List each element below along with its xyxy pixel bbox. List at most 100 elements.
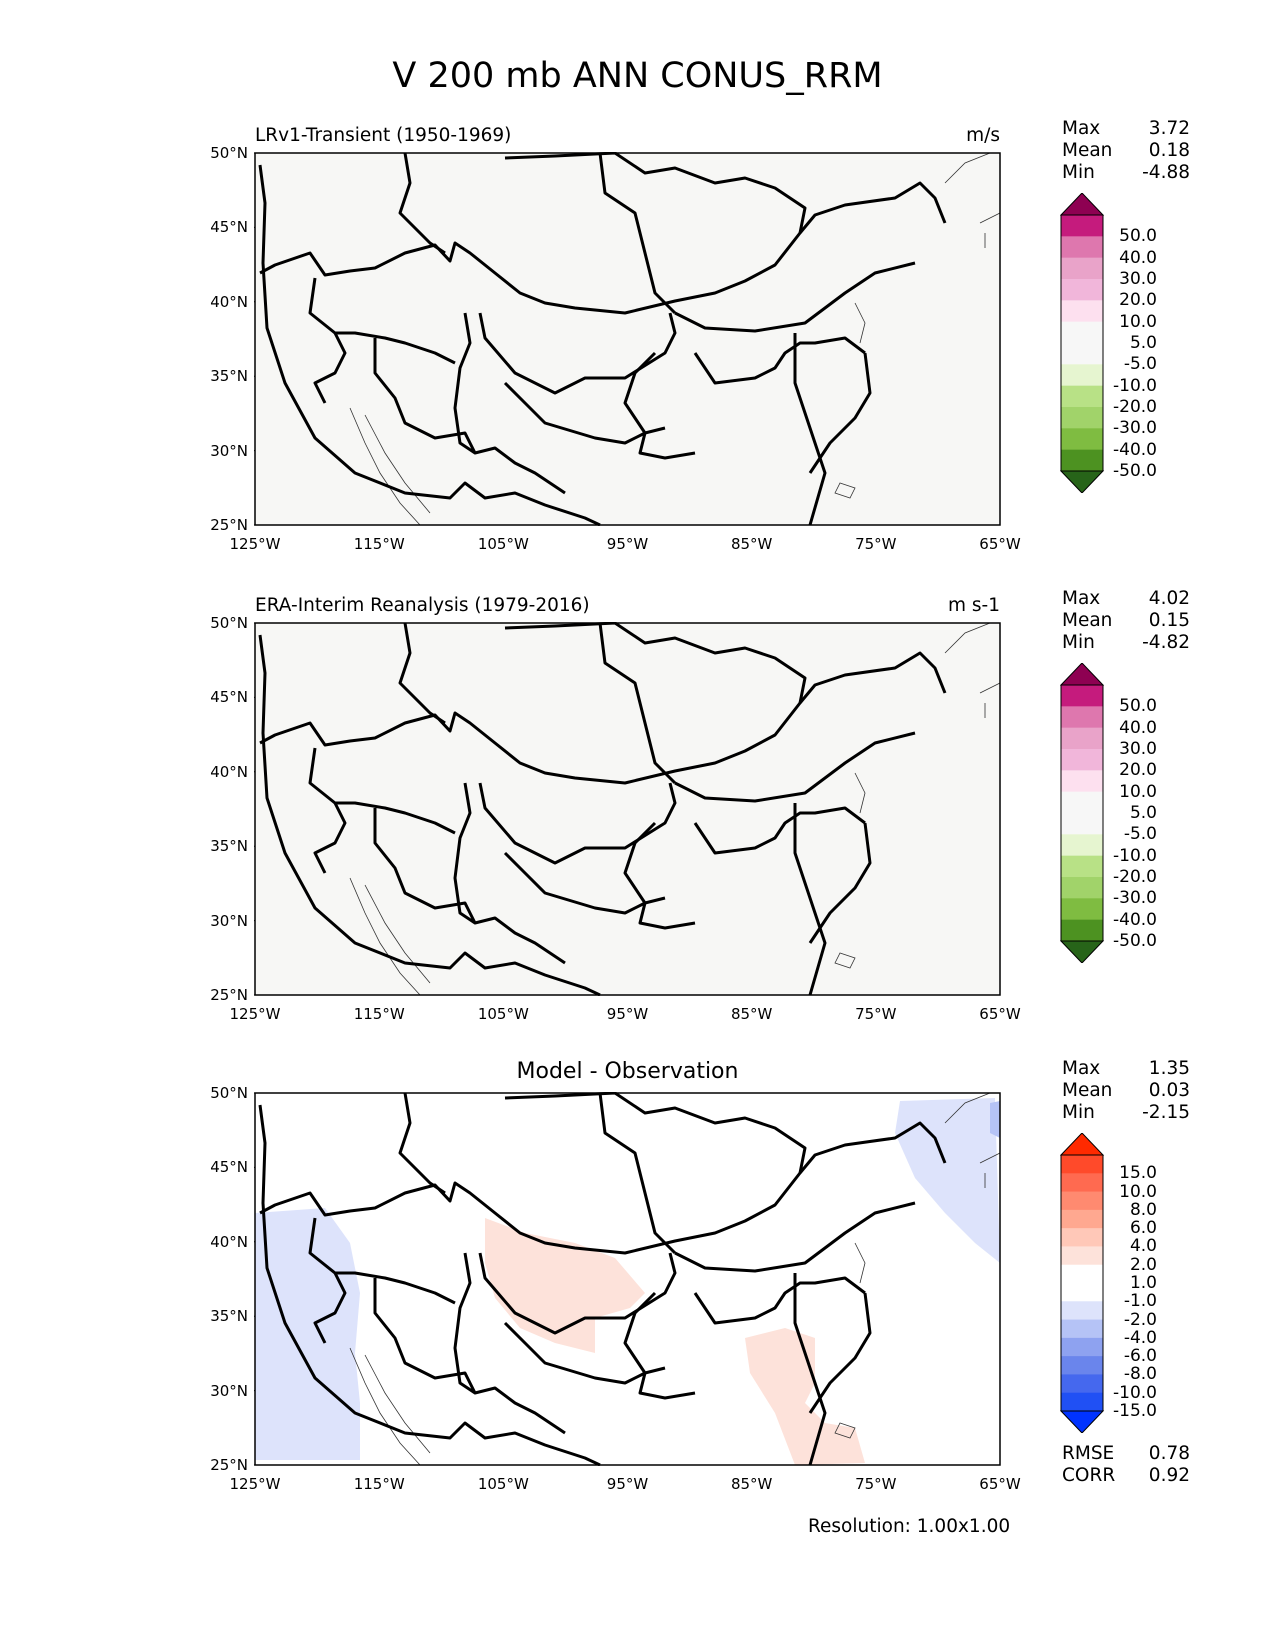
colorbar-label: -20.0 <box>1113 867 1157 887</box>
colorbar-band <box>1061 749 1103 771</box>
region-boundary <box>453 782 566 965</box>
region-boundary <box>398 152 446 255</box>
colorbar-label: 1.0 <box>1129 1273 1157 1293</box>
region-boundary <box>793 803 827 996</box>
stat-value: -4.82 <box>1142 632 1190 653</box>
panel-units: m s-1 <box>948 595 1000 616</box>
colorbar-band <box>1061 898 1103 921</box>
lon-tick-label: 85°W <box>730 535 773 553</box>
coastline <box>854 772 866 814</box>
region-boundary <box>313 1272 347 1344</box>
region-boundary <box>308 277 456 365</box>
region-boundary <box>693 336 866 385</box>
colorbar-label: -20.0 <box>1113 397 1157 417</box>
region-boundary <box>478 782 677 865</box>
colorbar-label: 10.0 <box>1119 1181 1157 1202</box>
region-boundary <box>313 332 347 404</box>
colorbar-label: -10.0 <box>1113 845 1157 866</box>
lon-tick-label: 125°W <box>229 1005 281 1023</box>
lat-tick-label: 50°N <box>210 614 248 632</box>
difference-region <box>895 1098 1000 1263</box>
colorbar-label: 5.0 <box>1129 333 1157 353</box>
region-boundary <box>478 1252 677 1335</box>
region-boundary <box>373 1278 477 1394</box>
colorbar-band <box>1061 364 1103 387</box>
colorbar-label: 40.0 <box>1119 717 1157 738</box>
region-boundary <box>259 1121 947 1255</box>
colorbar-band <box>1061 1246 1103 1266</box>
lat-tick-label: 30°N <box>210 1381 248 1400</box>
lon-tick-label: 65°W <box>979 535 1021 553</box>
colorbar-label: -8.0 <box>1123 1364 1157 1385</box>
region-boundary <box>453 312 566 495</box>
region-boundary <box>373 808 477 924</box>
coastline <box>349 1347 421 1466</box>
colorbar-label: 50.0 <box>1119 226 1157 247</box>
colorbar-label: -50.0 <box>1113 461 1157 481</box>
region-boundary <box>308 1217 456 1305</box>
stat-value: 3.72 <box>1148 118 1190 139</box>
difference-region <box>745 1328 865 1465</box>
colorbar-label: -5.0 <box>1123 354 1157 375</box>
colorbar-band <box>1061 727 1103 750</box>
colorbar-label: -50.0 <box>1113 931 1157 951</box>
stat-label: Max <box>1062 588 1101 609</box>
difference-region <box>990 1101 1000 1138</box>
colorbar-band <box>1061 257 1103 280</box>
region-boundary <box>598 622 677 785</box>
lon-tick-label: 85°W <box>730 1005 773 1023</box>
colorbar-band <box>1061 1337 1103 1357</box>
lat-tick-label: 30°N <box>210 441 248 460</box>
colorbar-label: -10.0 <box>1113 375 1157 396</box>
region-boundary <box>693 806 866 855</box>
coastline <box>979 212 1001 248</box>
colorbar-band <box>1061 1209 1103 1229</box>
lat-tick-label: 40°N <box>210 762 248 781</box>
stat-label: Min <box>1062 162 1095 183</box>
region-boundary <box>693 1276 866 1325</box>
lat-tick-label: 45°N <box>210 688 248 707</box>
colorbar-band <box>1061 1319 1103 1339</box>
colorbar-band <box>1061 685 1103 707</box>
panel-title: Model - Observation <box>516 1059 739 1084</box>
colorbar-label: 10.0 <box>1119 781 1157 802</box>
colorbar-label: -5.0 <box>1123 824 1157 845</box>
colorbar-band <box>1061 855 1103 878</box>
region-boundary <box>259 651 947 785</box>
region-boundary <box>453 1252 566 1435</box>
lat-tick-label: 40°N <box>210 292 248 311</box>
lon-tick-label: 125°W <box>229 535 281 553</box>
colorbar-band <box>1061 1301 1103 1321</box>
stat-value: -2.15 <box>1142 1102 1190 1123</box>
region-boundary <box>793 333 827 526</box>
region-boundary <box>793 1273 827 1466</box>
colorbar-label: 6.0 <box>1129 1218 1157 1239</box>
panel-units: m/s <box>966 125 1000 146</box>
colorbar-label: 4.0 <box>1129 1236 1157 1257</box>
region-boundary <box>674 261 916 333</box>
lat-tick-label: 25°N <box>210 516 248 534</box>
stat-value: 0.18 <box>1148 140 1190 161</box>
corr-label: CORR <box>1062 1465 1116 1486</box>
coastline <box>834 482 856 499</box>
colorbar-extend-max <box>1060 1133 1105 1156</box>
colorbar-band <box>1061 300 1103 323</box>
region-boundary <box>504 152 807 234</box>
colorbar-label: -15.0 <box>1113 1401 1157 1421</box>
lon-tick-label: 75°W <box>855 1005 897 1023</box>
lat-tick-label: 45°N <box>210 218 248 237</box>
coastline <box>834 952 856 969</box>
region-boundary <box>504 622 807 704</box>
colorbar-band <box>1061 343 1103 365</box>
lat-tick-label: 30°N <box>210 911 248 930</box>
stat-label: Max <box>1062 1058 1101 1079</box>
region-boundary <box>373 338 477 454</box>
lon-tick-label: 95°W <box>606 535 649 553</box>
colorbar-label: 20.0 <box>1119 290 1157 311</box>
colorbar-label: 50.0 <box>1119 696 1157 717</box>
region-boundary <box>258 634 601 996</box>
stat-value: 4.02 <box>1148 588 1190 609</box>
colorbar-band <box>1061 1264 1103 1284</box>
panel-title: LRv1-Transient (1950-1969) <box>255 125 512 146</box>
coastline <box>854 302 866 344</box>
